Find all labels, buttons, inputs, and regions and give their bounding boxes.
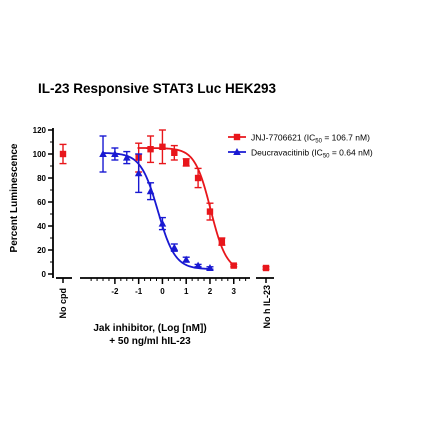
y-tick-label: 40 (37, 222, 46, 231)
y-axis-label: Percent Luminescence (9, 143, 20, 252)
x-tick-label: 0 (160, 287, 165, 296)
data-point (170, 243, 179, 251)
control-point (59, 150, 67, 158)
y-tick-label: 20 (37, 246, 46, 255)
x-tick-label: 3 (232, 287, 237, 296)
data-point (146, 187, 155, 195)
fit-curves (101, 147, 236, 270)
data-point (134, 169, 143, 177)
y-tick-label: 120 (33, 126, 47, 135)
data-point (111, 150, 119, 157)
data-point (182, 255, 191, 263)
legend-marker-1 (233, 148, 241, 155)
data-point (171, 149, 178, 156)
data-point (147, 146, 154, 153)
fit-curve-1 (101, 152, 212, 270)
y-tick-label: 0 (42, 270, 47, 279)
data-point (230, 262, 237, 269)
data-point (194, 261, 202, 269)
data-point (206, 208, 214, 215)
data-point (99, 150, 107, 157)
x-tick-label: -1 (135, 287, 143, 296)
legend-label-0: JNJ-7706621 (IC50 = 106.7 nM) (251, 133, 370, 145)
y-tick-label: 80 (37, 174, 46, 183)
data-point (218, 238, 226, 245)
x-axis-label: Jak inhibitor, (Log [nM]) (93, 323, 206, 334)
control-right-label: No h IL-23 (262, 285, 272, 329)
data-point (122, 153, 131, 161)
legend-label-1: Deucravacitinib (IC50 = 0.64 nM) (251, 148, 373, 160)
x-tick-label: -2 (111, 287, 119, 296)
chart-title: IL-23 Responsive STAT3 Luc HEK293 (38, 81, 277, 96)
data-point (194, 174, 202, 182)
no-stim-point (262, 264, 270, 272)
data-points (59, 129, 270, 272)
axes: 0 20 40 60 80 100 120 -2 -1 0 1 2 3 (33, 126, 274, 296)
x-axis-label-line2: + 50 ng/ml hIL-23 (109, 336, 191, 347)
data-point (158, 219, 167, 227)
control-left-label: No cpd (58, 288, 68, 319)
legend-marker-0 (233, 133, 241, 141)
x-tick-label: 1 (184, 287, 189, 296)
data-point (206, 264, 214, 271)
data-point (159, 143, 166, 150)
y-tick-label: 100 (33, 150, 47, 159)
data-point (183, 159, 190, 166)
x-tick-label: 2 (208, 287, 213, 296)
legend: JNJ-7706621 (IC50 = 106.7 nM) Deucravacit… (228, 133, 373, 160)
y-tick-label: 60 (37, 198, 46, 207)
